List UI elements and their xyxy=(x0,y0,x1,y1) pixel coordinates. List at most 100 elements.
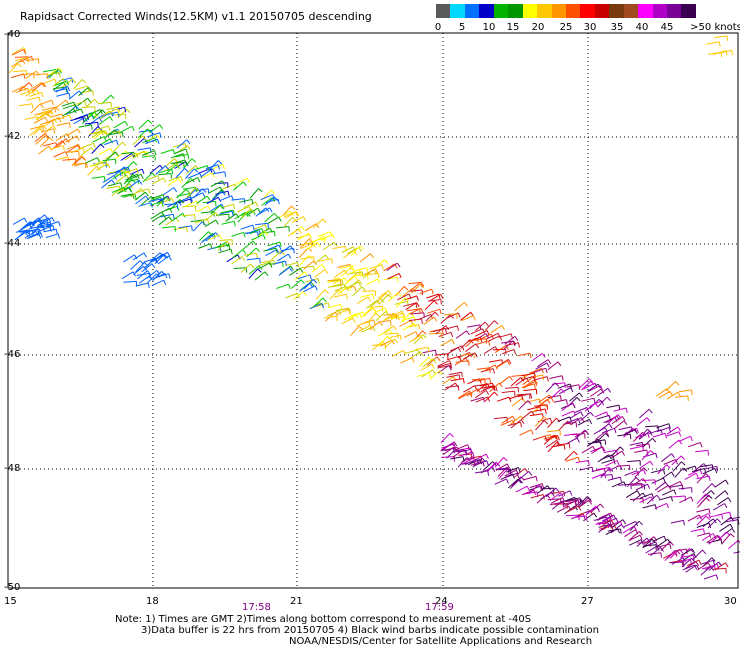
wind-barb xyxy=(657,464,671,475)
wind-barb xyxy=(255,222,269,229)
wind-barb xyxy=(401,316,416,322)
wind-barb xyxy=(612,519,627,528)
wind-barb xyxy=(529,483,545,489)
wind-barb xyxy=(563,500,578,508)
wind-barb xyxy=(591,473,607,479)
wind-barb xyxy=(656,538,671,548)
wind-barb xyxy=(692,549,707,560)
wind-barb xyxy=(267,216,282,225)
wind-barb xyxy=(519,429,534,436)
wind-barb xyxy=(450,378,465,384)
wind-barb xyxy=(313,297,327,308)
wind-barb xyxy=(660,471,675,480)
wind-barb xyxy=(474,470,489,476)
wind-barb xyxy=(565,456,581,463)
wind-barb xyxy=(24,230,39,239)
wind-barb xyxy=(642,538,656,549)
wind-barb xyxy=(703,574,719,580)
wind-barb xyxy=(678,389,693,395)
wind-barb xyxy=(33,125,47,135)
wind-barb xyxy=(142,172,156,183)
wind-barb xyxy=(679,496,694,504)
wind-barb xyxy=(158,173,172,179)
wind-barb xyxy=(461,315,476,322)
wind-barb xyxy=(441,442,456,451)
wind-barb xyxy=(665,381,680,392)
wind-barb xyxy=(449,345,465,352)
wind-barb xyxy=(219,210,234,217)
wind-barb xyxy=(282,205,296,217)
wind-barb xyxy=(294,271,309,281)
wind-barb xyxy=(141,155,156,161)
wind-barb xyxy=(515,485,530,493)
wind-barb xyxy=(496,360,511,369)
note-line: Note: 1) Times are GMT 2)Times along bot… xyxy=(115,614,532,625)
wind-barb xyxy=(225,213,240,222)
wind-barb xyxy=(650,547,664,557)
wind-barb xyxy=(141,263,156,273)
wind-barb xyxy=(514,468,529,478)
wind-barb xyxy=(727,516,740,520)
wind-barb xyxy=(706,41,721,47)
wind-barb xyxy=(185,177,201,185)
wind-barb xyxy=(384,276,399,283)
wind-barb xyxy=(645,545,660,554)
wind-barb xyxy=(61,101,76,108)
legend-label: 40 xyxy=(635,22,649,33)
wind-barb xyxy=(258,207,273,215)
wind-barb xyxy=(323,241,338,251)
wind-barb xyxy=(132,252,147,261)
lon-tick-label: 21 xyxy=(290,596,303,607)
wind-barb xyxy=(166,164,180,174)
wind-barb xyxy=(267,241,282,248)
wind-barb xyxy=(205,164,220,170)
wind-barb xyxy=(136,273,151,279)
wind-barb xyxy=(475,329,490,337)
wind-barb xyxy=(201,168,216,177)
wind-barb xyxy=(196,195,211,204)
wind-barb xyxy=(347,246,362,254)
wind-barb xyxy=(460,353,475,359)
wind-barb xyxy=(175,168,189,179)
legend-color-swatch xyxy=(537,4,552,18)
wind-barb xyxy=(661,453,675,463)
wind-barb xyxy=(377,290,392,299)
wind-barb xyxy=(507,421,523,428)
wind-barb xyxy=(123,280,138,287)
wind-barb xyxy=(634,467,648,478)
wind-barb xyxy=(291,226,305,236)
wind-barb xyxy=(454,302,468,312)
wind-barb xyxy=(424,300,438,311)
wind-barb xyxy=(455,330,470,339)
wind-barb xyxy=(670,561,685,568)
wind-barb xyxy=(419,288,434,295)
wind-barb xyxy=(634,449,649,455)
wind-barb xyxy=(356,296,372,305)
wind-barb xyxy=(369,264,384,270)
wind-barb xyxy=(359,253,374,263)
wind-barb xyxy=(666,391,681,400)
legend-color-swatch xyxy=(522,4,538,18)
wind-barb xyxy=(300,265,315,272)
wind-barb xyxy=(305,278,320,284)
wind-barb xyxy=(327,279,342,285)
wind-barb xyxy=(505,342,520,348)
wind-barb xyxy=(674,395,689,401)
wind-barb xyxy=(566,384,581,390)
wind-barb xyxy=(703,465,719,472)
wind-barb xyxy=(535,420,549,431)
wind-barb xyxy=(74,85,90,92)
wind-barb xyxy=(292,291,307,300)
wind-barb xyxy=(291,279,305,289)
wind-barb xyxy=(137,128,152,139)
wind-barb xyxy=(537,434,552,440)
wind-barb xyxy=(98,101,112,108)
wind-barb xyxy=(159,197,175,205)
wind-barb xyxy=(714,35,729,41)
wind-barb xyxy=(666,426,681,435)
wind-barb xyxy=(673,548,688,554)
wind-barb xyxy=(276,283,291,290)
wind-barb xyxy=(403,302,418,309)
wind-barb xyxy=(243,201,259,209)
wind-barb xyxy=(700,559,716,566)
